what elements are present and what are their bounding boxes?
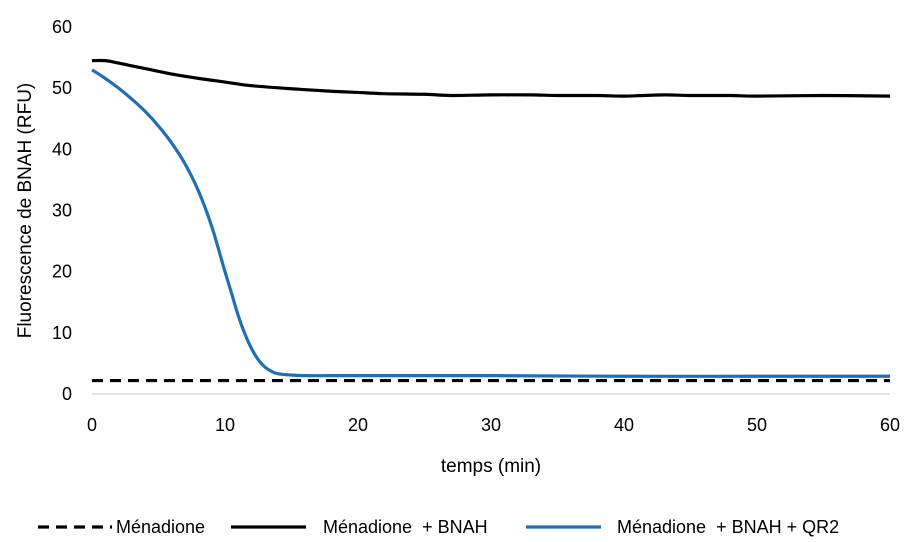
x-tick-label: 30 bbox=[481, 415, 501, 435]
legend: Ménadione Ménadione + BNAH Ménadione + BNA… bbox=[38, 517, 839, 537]
x-tick-label: 60 bbox=[880, 415, 900, 435]
y-tick-label: 50 bbox=[52, 78, 72, 98]
x-tick-label: 40 bbox=[614, 415, 634, 435]
legend-label-menadione-bnah-qr2: Ménadione + BNAH + QR2 bbox=[617, 517, 839, 537]
legend-label-menadione: Ménadione bbox=[116, 517, 205, 537]
y-tick-label: 60 bbox=[52, 17, 72, 37]
y-tick-label: 40 bbox=[52, 139, 72, 159]
legend-label-menadione-bnah: Ménadione + BNAH bbox=[323, 517, 488, 537]
x-axis-ticks: 0 10 20 30 40 50 60 bbox=[87, 415, 900, 435]
series-line-menadione-bnah bbox=[91, 58, 891, 98]
y-axis-ticks: 0 10 20 30 40 50 60 bbox=[52, 17, 72, 404]
y-axis-title: Fluorescence de BNAH (RFU) bbox=[15, 83, 36, 339]
y-tick-label: 20 bbox=[52, 262, 72, 282]
series-line-menadione-bnah-qr2 bbox=[91, 68, 890, 378]
x-tick-label: 50 bbox=[747, 415, 767, 435]
x-tick-label: 0 bbox=[87, 415, 97, 435]
x-tick-label: 20 bbox=[348, 415, 368, 435]
y-tick-label: 0 bbox=[62, 384, 72, 404]
y-tick-label: 10 bbox=[52, 323, 72, 343]
y-tick-label: 30 bbox=[52, 201, 72, 221]
x-axis-title: temps (min) bbox=[441, 456, 541, 477]
x-tick-label: 10 bbox=[215, 415, 235, 435]
series-layer bbox=[91, 58, 891, 383]
